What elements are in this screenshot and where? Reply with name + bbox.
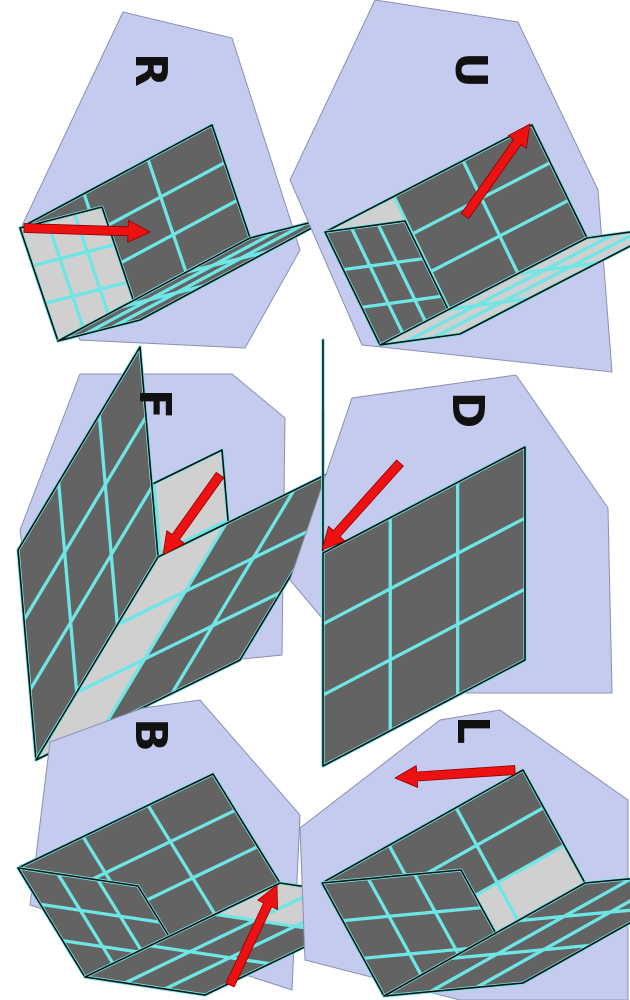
right-face-outline — [322, 446, 526, 767]
move-letter: L — [447, 716, 498, 744]
left-face — [16, 345, 160, 762]
sticker — [569, 234, 630, 268]
move-card-b: B — [16, 699, 402, 997]
move-card-r: R — [18, 11, 334, 349]
arrow-icon — [23, 219, 151, 243]
arrow-icon — [460, 123, 531, 220]
move-card-l: L — [299, 709, 630, 1000]
move-card-f: F — [16, 345, 364, 762]
arrow-icon — [394, 765, 516, 788]
move-letter: F — [129, 389, 180, 419]
cube — [321, 338, 527, 768]
left-face — [323, 219, 462, 347]
sticker — [562, 877, 630, 918]
arrow-icon — [162, 471, 225, 556]
cube — [16, 345, 364, 762]
right-face — [34, 455, 364, 762]
move-letter: R — [125, 53, 176, 87]
right-face — [382, 877, 630, 998]
right-face — [378, 230, 630, 347]
arrow-icon — [225, 884, 279, 988]
right-face — [321, 445, 527, 768]
right-face — [56, 215, 334, 343]
cube — [320, 768, 630, 998]
move-card-u: U — [289, 0, 630, 373]
right-face-outline — [383, 877, 630, 997]
right-face — [83, 881, 402, 997]
move-card-d: D — [289, 338, 613, 768]
move-letter: D — [442, 392, 493, 429]
sticker — [542, 908, 630, 952]
sticker — [609, 899, 630, 914]
move-letter: B — [125, 718, 176, 752]
right-face-outline — [379, 231, 630, 346]
move-letter: U — [445, 52, 496, 88]
arrow-icon — [321, 459, 404, 551]
cube — [16, 772, 402, 997]
sticker — [543, 230, 630, 272]
